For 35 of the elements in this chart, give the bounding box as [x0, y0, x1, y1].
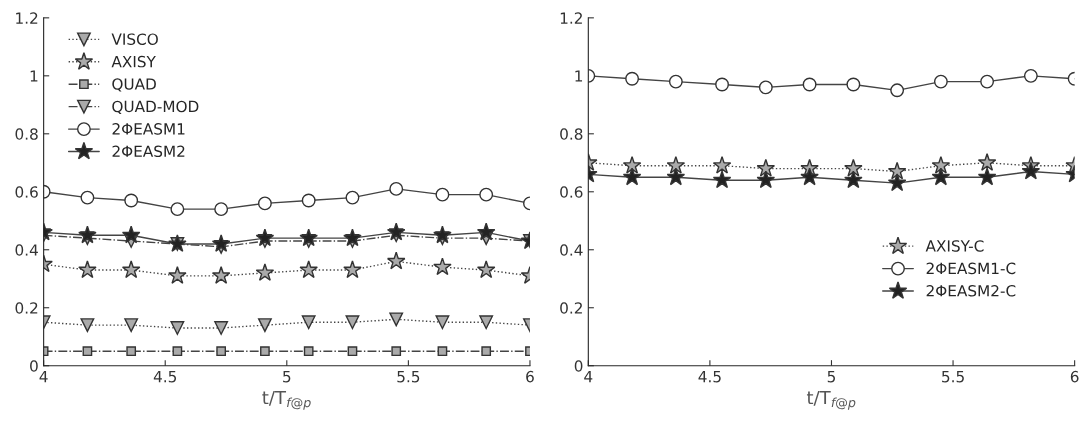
y-tick-label: 0.4: [560, 244, 583, 256]
x-tick-label: 5.5: [942, 371, 964, 383]
x-axis-title: t/T$_{f@p}$: [806, 390, 856, 410]
y-tick-label: 1: [575, 70, 583, 82]
legend-label: 2ΦEASM2-C: [926, 285, 1016, 297]
legend-label: QUAD: [112, 78, 156, 92]
y-tick-label: 1: [30, 70, 38, 82]
legend-label: AXISY-C: [925, 240, 984, 252]
y-tick-label: 1.2: [560, 12, 582, 24]
y-tick-label: 0.8: [560, 128, 583, 140]
x-tick-label: 4: [584, 371, 593, 383]
x-tick-label: 5: [283, 371, 291, 383]
x-tick-label: 5.5: [397, 371, 420, 383]
x-tick-label: 6: [1070, 370, 1079, 383]
x-tick-label: 6: [526, 370, 534, 383]
y-tick-label: 0: [574, 360, 583, 372]
y-tick-label: 0: [30, 360, 38, 372]
y-tick-label: 0.2: [560, 302, 582, 314]
legend-label: 2ΦEASM1: [112, 123, 185, 135]
legend-label: 2ΦEASM1-C: [926, 262, 1016, 275]
legend-label: 2ΦEASM2: [112, 145, 185, 158]
x-axis-title: t/T$_{f@p}$: [262, 390, 311, 410]
y-tick-label: 1.2: [16, 12, 38, 24]
x-tick-label: 4.5: [153, 371, 177, 383]
x-tick-label: 5: [827, 371, 835, 383]
legend-label: AXISY: [111, 55, 156, 68]
legend-label: QUAD-MOD: [112, 100, 199, 114]
y-tick-label: 0.8: [15, 128, 38, 140]
y-tick-label: 0.6: [15, 186, 38, 198]
legend-label: VISCO: [111, 33, 158, 45]
y-tick-label: 0.6: [560, 186, 583, 198]
y-tick-label: 0.2: [15, 302, 38, 314]
y-tick-label: 0.4: [15, 244, 38, 256]
x-tick-label: 4: [39, 371, 48, 383]
x-tick-label: 4.5: [698, 371, 721, 383]
